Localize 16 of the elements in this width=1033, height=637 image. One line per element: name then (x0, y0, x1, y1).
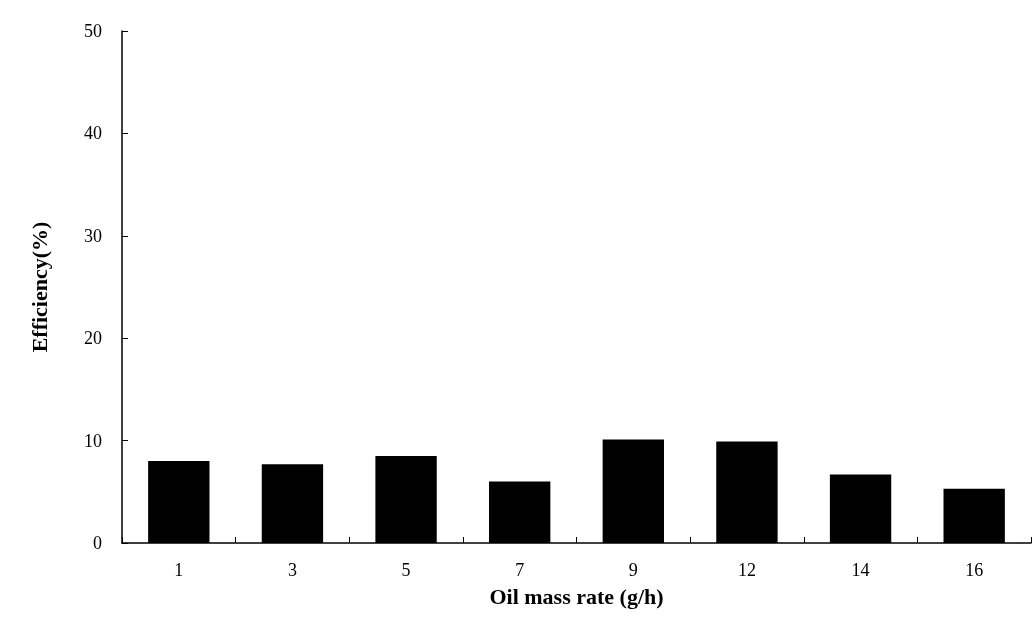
y-tick-label: 20 (84, 328, 102, 349)
y-tick-label: 40 (84, 123, 102, 144)
x-tick-label: 12 (737, 560, 756, 580)
y-tick-label: 30 (84, 225, 102, 246)
x-tick-label: 16 (965, 560, 984, 580)
y-tick-label: 0 (93, 533, 102, 553)
x-tick-label: 9 (628, 560, 638, 580)
x-axis-title: Oil mass rate (g/h) (489, 583, 664, 609)
y-tick-label: 50 (84, 21, 102, 41)
x-tick-label: 7 (515, 560, 525, 580)
y-axis-title: Efficiency(%) (26, 221, 52, 353)
y-tick-label: 10 (84, 430, 102, 451)
x-tick-label: 1 (174, 560, 184, 580)
x-tick-label: 14 (851, 560, 870, 580)
x-tick-label: 5 (401, 560, 411, 580)
x-tick-label: 3 (287, 560, 297, 580)
